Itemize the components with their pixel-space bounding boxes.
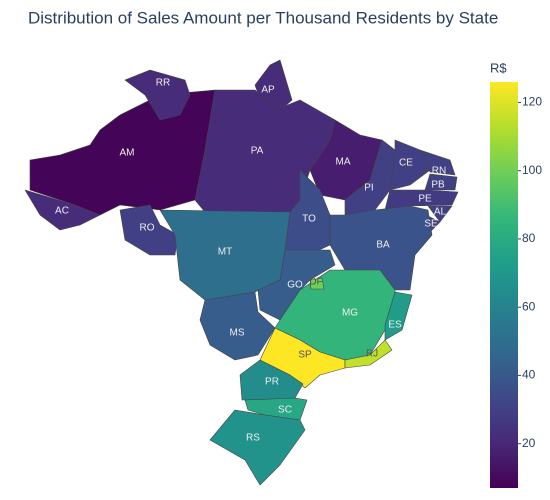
- colorbar-gradient: [490, 82, 518, 488]
- state-label: PA: [251, 146, 264, 157]
- state-region: [309, 277, 325, 290]
- state-label: MS: [230, 328, 245, 339]
- state-label: CE: [399, 158, 413, 169]
- state-region: [209, 409, 306, 486]
- state-label: RR: [156, 78, 170, 89]
- state-label: MG: [342, 308, 358, 319]
- state-label: RS: [246, 433, 260, 444]
- state-label: AC: [55, 206, 69, 217]
- state-label: SE: [424, 219, 438, 230]
- state-region: [424, 173, 458, 191]
- state-label: GO: [287, 280, 303, 291]
- state-region: [199, 291, 276, 361]
- colorbar-tick-label: 100: [522, 163, 542, 177]
- state-label: TO: [302, 214, 316, 225]
- state-region: [124, 69, 191, 121]
- state-label: SP: [298, 350, 312, 361]
- state-label: ES: [388, 320, 402, 331]
- chart-title: Distribution of Sales Amount per Thousan…: [28, 8, 498, 27]
- state-label: MA: [336, 157, 351, 168]
- state-label: DF: [309, 277, 322, 288]
- state-label: RN: [432, 166, 446, 177]
- state-region: [427, 205, 453, 223]
- state-label: RO: [140, 223, 155, 234]
- colorbar: R$ 20 40 60 80 100 120: [490, 60, 542, 488]
- colorbar-tick-label: 80: [522, 231, 536, 245]
- state-region: [344, 339, 393, 369]
- state-label: BA: [376, 240, 390, 251]
- state-label: MT: [218, 247, 232, 258]
- colorbar-tick-label: 20: [522, 436, 536, 450]
- state-label: RJ: [366, 349, 378, 360]
- colorbar-tick-label: 60: [522, 299, 536, 313]
- state-label: PE: [418, 194, 432, 205]
- state-label: AP: [261, 85, 275, 96]
- state-region: [419, 149, 456, 176]
- state-label: AM: [120, 148, 135, 159]
- state-label: PI: [364, 183, 373, 194]
- state-label: AL: [434, 207, 447, 218]
- state-label: PR: [265, 377, 279, 388]
- colorbar-title: R$: [490, 60, 507, 75]
- state-label: SC: [278, 405, 292, 416]
- colorbar-tick-label: 120: [522, 95, 542, 109]
- colorbar-tick-label: 40: [522, 368, 536, 382]
- state-region: [384, 291, 413, 341]
- state-region: [24, 189, 101, 231]
- state-label: PB: [431, 180, 445, 191]
